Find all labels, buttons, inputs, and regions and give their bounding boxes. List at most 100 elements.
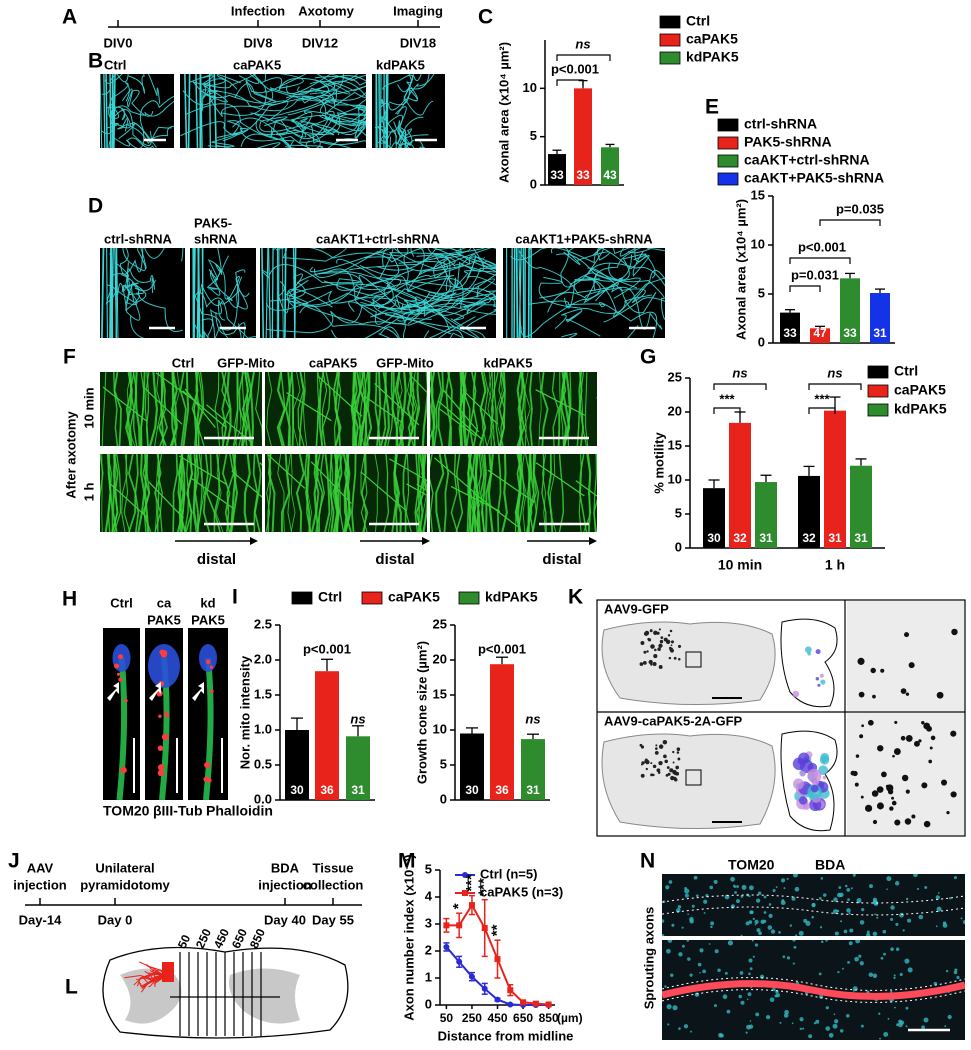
kymo-line (321, 372, 328, 446)
mito-dot (899, 972, 903, 977)
kymo-line (298, 372, 306, 446)
n-label: 33 (843, 326, 857, 340)
annotation: p<0.001 (478, 641, 526, 656)
timeline-label: Day 40 (264, 912, 306, 927)
density-spot (805, 646, 812, 654)
zoom-image (847, 601, 964, 711)
mito-dot (832, 1023, 838, 1029)
n-label: 31 (759, 531, 773, 545)
side-label: After axotomy (63, 411, 78, 499)
neurite (518, 250, 641, 299)
kymo-line (214, 372, 221, 446)
image (101, 248, 184, 338)
y-tick-label: 10 (523, 80, 537, 95)
bar (490, 664, 514, 800)
axon-streak (265, 248, 269, 338)
kymo-line (358, 372, 365, 446)
mito-dot (883, 952, 886, 956)
kymo-line (538, 372, 542, 446)
x-tick-label: 250 (462, 1011, 482, 1025)
kymo-line (540, 372, 549, 446)
kymo-track (487, 469, 536, 503)
axon-bouton (872, 819, 878, 825)
axon-bouton (850, 770, 856, 776)
y-tick-label: 3 (425, 915, 432, 930)
significance-label: *** (476, 878, 493, 896)
neurite (418, 248, 448, 276)
kymo-line (243, 454, 251, 532)
mito-dot (799, 1027, 802, 1031)
mito-dot (775, 886, 778, 888)
bar (460, 733, 484, 800)
y-tick-label: 15 (668, 437, 682, 452)
point (494, 996, 501, 1003)
kymo-line (525, 454, 533, 532)
panel-label: M (398, 850, 416, 873)
density-spot (810, 784, 819, 793)
mito-dot (687, 957, 691, 961)
y-axis-label: Axonal area (x10⁴ µm²) (733, 199, 748, 340)
column-header: Ctrl (172, 355, 194, 370)
kymo-line (393, 454, 402, 532)
axon-bouton (904, 632, 910, 638)
kymo-line (111, 454, 119, 532)
kymo-line (193, 372, 199, 446)
kymo-line (154, 454, 160, 532)
gray-matter (229, 968, 300, 1024)
neurite (121, 88, 154, 117)
mito-dot (905, 1006, 909, 1010)
kymo-line (254, 454, 262, 532)
bar (703, 488, 725, 548)
image-label: caAKT1+PAK5-shRNA (515, 231, 653, 246)
mito-dot (818, 972, 822, 976)
neurite (215, 312, 256, 338)
mito-dot (681, 926, 684, 929)
neurite (259, 108, 366, 134)
mito-dot (714, 949, 719, 954)
neurite (240, 133, 292, 148)
legend-label: ctrl-shRNA (744, 116, 817, 132)
image-label: ctrl-shRNA (104, 231, 173, 246)
kymo-track (439, 408, 476, 437)
neurite (221, 74, 366, 116)
axon-bouton (891, 796, 895, 800)
mito-dot (846, 908, 851, 913)
mito-dot (803, 918, 808, 923)
y-tick-label: 15 (751, 187, 765, 202)
distance-label: 450 (211, 926, 232, 950)
significance-bracket (556, 79, 584, 86)
kymo-line (129, 372, 138, 446)
mito-dot (734, 891, 737, 894)
image (180, 74, 366, 148)
axon-bouton (860, 795, 864, 799)
panel-label: J (8, 850, 20, 873)
kymo-line (351, 454, 357, 532)
image-label: ca (157, 595, 172, 610)
significance-bracket (789, 285, 821, 292)
point (507, 987, 514, 994)
mito-dot (736, 899, 740, 904)
neurite (319, 104, 366, 123)
mito-dot (710, 925, 713, 929)
neurite (431, 287, 496, 299)
n-label: 31 (873, 326, 887, 340)
neurite (109, 100, 174, 117)
axon-bouton (936, 691, 944, 699)
neurite (278, 77, 366, 101)
timeline-event: Unilateral (95, 860, 154, 875)
bar (824, 410, 846, 548)
mito-dot (783, 887, 786, 890)
legend-label: kdPAK5 (686, 49, 739, 65)
label-spot (650, 762, 653, 765)
image-label: PAK5- (194, 215, 232, 230)
neurite (275, 248, 467, 263)
mito-dot (899, 912, 904, 918)
image-label: Ctrl (104, 57, 126, 72)
kymo-line (321, 372, 331, 446)
mito-dot (730, 876, 735, 882)
mito (124, 698, 128, 703)
axon-streak (199, 74, 203, 148)
mito-dot (840, 895, 842, 897)
density-spot (817, 683, 821, 687)
axon-bouton (870, 667, 876, 674)
